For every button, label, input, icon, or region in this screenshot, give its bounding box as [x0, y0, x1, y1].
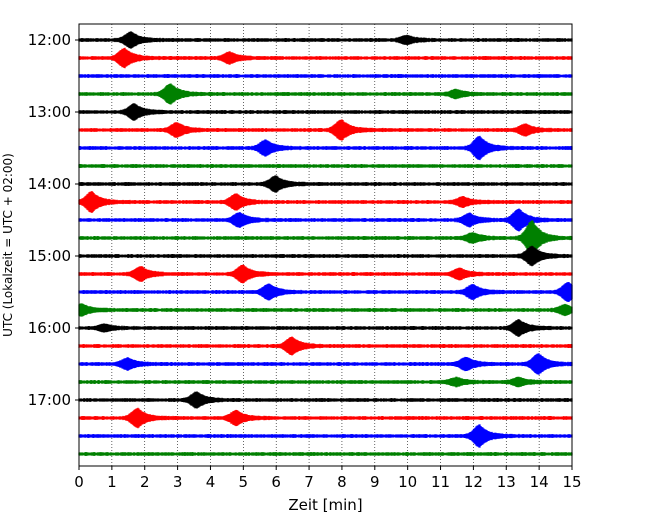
x-axis: 0 1 2 3 4 5 6 7 8 9 10 11 12 13 14 15	[74, 466, 582, 491]
plot-frame	[78, 23, 573, 467]
x-tick-label: 11	[431, 473, 450, 491]
trace-line	[78, 208, 573, 232]
trace-line	[78, 391, 573, 409]
x-tick-label: 15	[562, 473, 581, 491]
trace-line	[78, 282, 573, 302]
trace-line	[78, 191, 573, 213]
y-tick-label: 13:00	[28, 103, 71, 121]
trace-line	[78, 424, 573, 448]
x-tick-label: 14	[530, 473, 549, 491]
trace-line	[78, 336, 573, 356]
x-tick-label: 1	[107, 473, 117, 491]
y-axis-label: UTC (Lokalzeit = UTC + 02:00)	[1, 153, 15, 337]
y-tick-label: 15:00	[28, 247, 71, 265]
trace-line	[78, 135, 573, 161]
x-tick-label: 9	[370, 473, 380, 491]
x-tick-label: 7	[304, 473, 314, 491]
trace-line	[78, 31, 573, 49]
x-tick-label: 12	[464, 473, 483, 491]
trace-line	[78, 303, 573, 317]
x-tick-label: 5	[239, 473, 249, 491]
x-tick-label: 10	[398, 473, 417, 491]
trace-line	[78, 245, 573, 267]
y-tick-label: 14:00	[28, 175, 71, 193]
trace-line	[78, 119, 573, 141]
trace-line	[78, 319, 573, 337]
x-tick-label: 3	[173, 473, 183, 491]
x-tick-label: 4	[206, 473, 216, 491]
x-tick-label: 6	[271, 473, 281, 491]
trace-line	[78, 353, 573, 375]
trace-group	[78, 31, 573, 456]
trace-line	[78, 47, 573, 69]
x-tick-label: 13	[497, 473, 516, 491]
y-tick-label: 17:00	[28, 391, 71, 409]
trace-line	[78, 452, 573, 456]
trace-line	[78, 407, 573, 429]
trace-line	[78, 103, 573, 121]
x-tick-label: 2	[140, 473, 150, 491]
x-tick-label: 8	[337, 473, 347, 491]
trace-line	[78, 376, 573, 388]
y-tick-label: 12:00	[28, 31, 71, 49]
trace-line	[78, 83, 573, 105]
trace-line	[78, 220, 573, 256]
trace-line	[78, 164, 573, 168]
y-axis: 12:00 13:00 14:00 15:00 16:00 17:00	[28, 31, 79, 409]
trace-line	[78, 264, 573, 284]
trace-line	[78, 74, 573, 78]
x-axis-label: Zeit [min]	[288, 496, 362, 514]
y-tick-label: 16:00	[28, 319, 71, 337]
trace-line	[78, 175, 573, 193]
x-tick-label: 0	[74, 473, 84, 491]
